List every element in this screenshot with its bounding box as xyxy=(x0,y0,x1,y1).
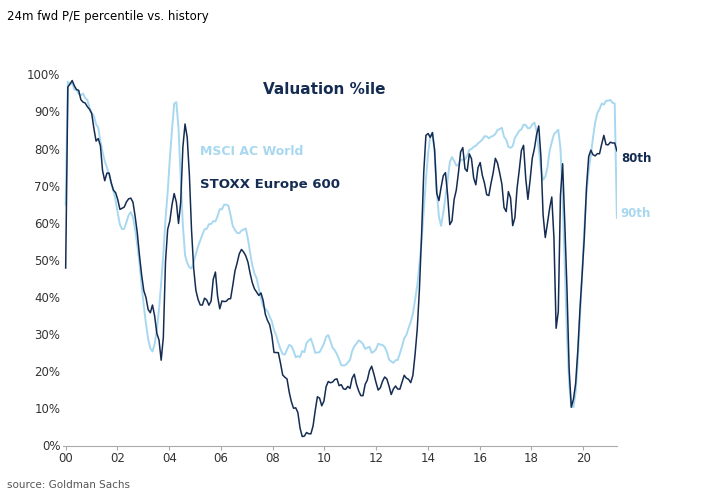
Text: 24m fwd P/E percentile vs. history: 24m fwd P/E percentile vs. history xyxy=(7,10,209,23)
Text: 90th: 90th xyxy=(621,207,651,220)
Text: STOXX Europe 600: STOXX Europe 600 xyxy=(200,178,340,191)
Text: MSCI AC World: MSCI AC World xyxy=(200,145,304,158)
Text: Valuation %ile: Valuation %ile xyxy=(263,82,386,97)
Text: source: Goldman Sachs: source: Goldman Sachs xyxy=(7,480,130,490)
Text: 80th: 80th xyxy=(621,152,651,165)
